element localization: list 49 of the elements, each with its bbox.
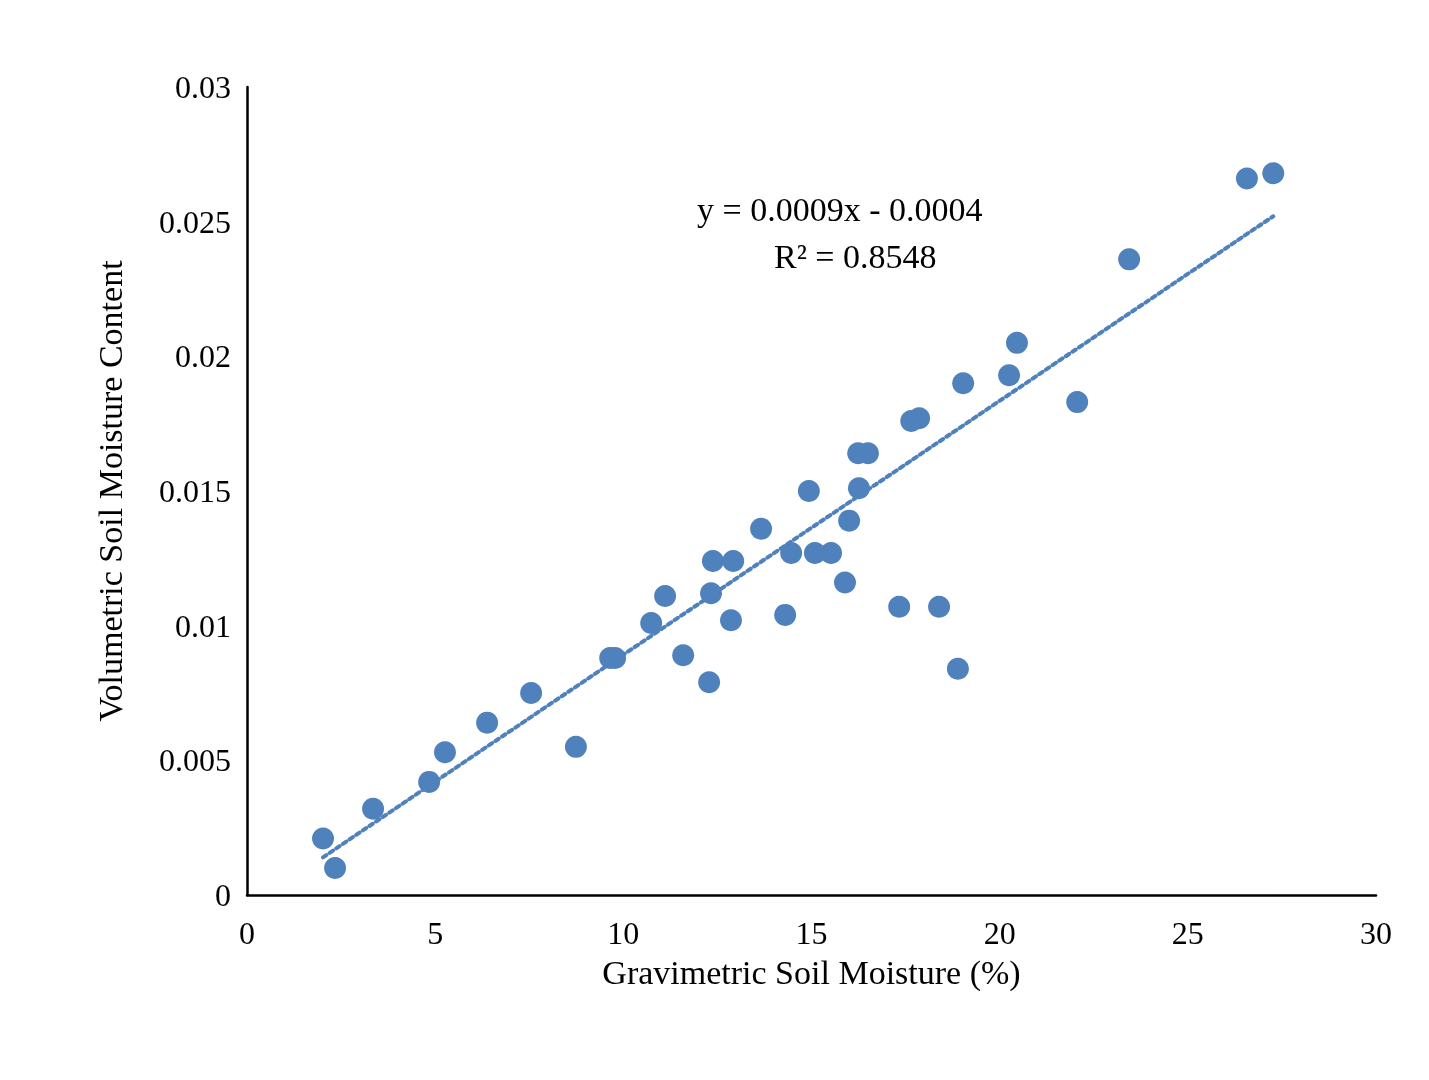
x-tick-label: 25 <box>1171 915 1204 951</box>
point <box>838 509 861 532</box>
x-tick-label: 15 <box>795 915 828 951</box>
x-tick-label: 20 <box>983 915 1016 951</box>
annotation: y = 0.0009x - 0.0004 <box>697 190 983 228</box>
point <box>701 550 724 573</box>
point <box>946 657 969 680</box>
annotation: R² = 0.8548 <box>774 237 937 275</box>
point <box>1118 248 1141 271</box>
point <box>952 372 975 395</box>
point <box>476 711 499 734</box>
point <box>797 480 820 502</box>
point <box>928 595 951 618</box>
y-tick-label: 0 <box>215 877 231 913</box>
point <box>654 585 677 608</box>
point <box>834 571 856 594</box>
point <box>564 735 587 758</box>
point <box>312 827 335 850</box>
point <box>324 857 347 880</box>
point <box>998 364 1021 387</box>
point <box>719 609 742 632</box>
point <box>774 603 797 626</box>
point <box>888 595 911 618</box>
y-tick-label: 0.015 <box>159 473 231 509</box>
point <box>1066 391 1089 414</box>
point <box>1235 167 1258 190</box>
point <box>780 541 803 564</box>
point <box>433 741 456 764</box>
point <box>698 671 721 694</box>
y-tick-label: 0.025 <box>159 203 231 240</box>
x-tick-label: 0 <box>239 915 255 951</box>
point <box>640 611 663 634</box>
point <box>1262 162 1285 185</box>
point <box>1006 331 1028 354</box>
x-tick-label: 10 <box>607 915 640 951</box>
x-tick-label: 30 <box>1360 915 1392 951</box>
point <box>362 797 385 820</box>
y-tick-label: 0.03 <box>175 69 231 105</box>
y-tick-label: 0.005 <box>159 742 231 779</box>
y-axis-title: Volumetric Soil Moisture Content <box>91 259 129 722</box>
point <box>750 517 773 540</box>
x-axis-title: Gravimetric Soil Moisture (%) <box>602 953 1021 992</box>
point <box>520 682 543 704</box>
point <box>820 541 843 564</box>
x-tick-label: 5 <box>427 915 444 951</box>
point <box>672 644 695 667</box>
y-tick-label: 0.01 <box>175 607 231 644</box>
point <box>722 550 745 573</box>
y-tick-label: 0.02 <box>175 338 231 375</box>
